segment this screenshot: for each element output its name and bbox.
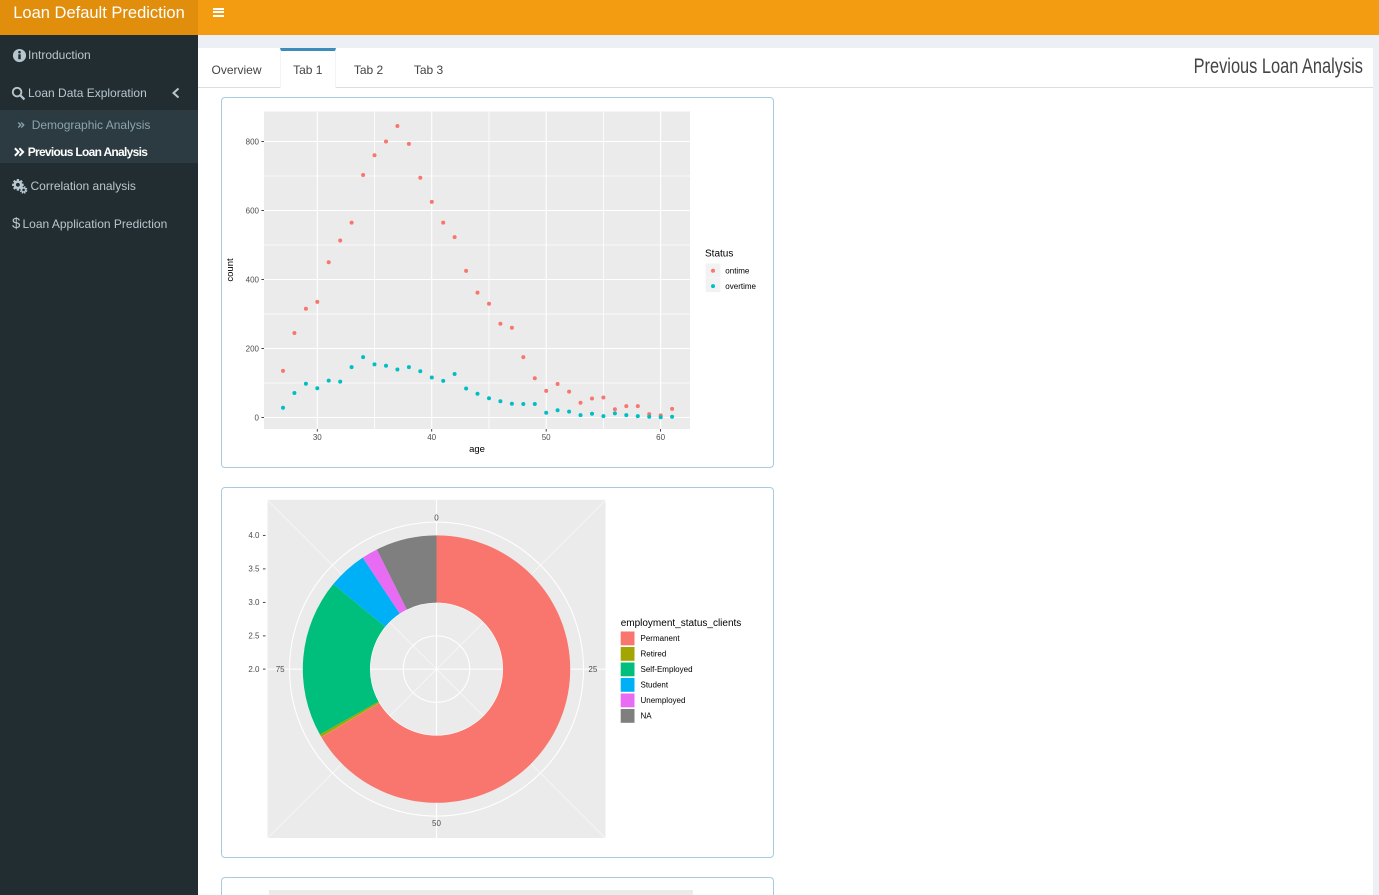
svg-text:4.0: 4.0: [248, 531, 260, 540]
svg-text:0: 0: [434, 513, 439, 522]
svg-text:Student: Student: [641, 680, 669, 689]
svg-text:Unemployed: Unemployed: [641, 696, 686, 705]
svg-text:200: 200: [246, 344, 260, 353]
svg-text:Permanent: Permanent: [641, 634, 681, 643]
svg-text:3.0: 3.0: [248, 598, 260, 607]
svg-text:count: count: [225, 258, 236, 282]
svg-text:Retired: Retired: [641, 649, 667, 658]
svg-text:employment_status_clients: employment_status_clients: [621, 618, 742, 629]
svg-text:50: 50: [542, 433, 551, 442]
svg-text:age: age: [469, 444, 485, 455]
svg-text:400: 400: [246, 275, 260, 284]
svg-text:50: 50: [432, 819, 441, 828]
svg-text:ontime: ontime: [725, 266, 750, 275]
svg-text:Status: Status: [705, 248, 733, 259]
svg-text:2.0: 2.0: [248, 664, 260, 673]
svg-text:3.5: 3.5: [248, 564, 260, 573]
svg-text:75: 75: [276, 665, 285, 674]
svg-text:25: 25: [588, 665, 597, 674]
svg-text:40: 40: [427, 433, 436, 442]
svg-text:800: 800: [246, 137, 260, 146]
svg-text:60: 60: [656, 433, 665, 442]
svg-text:600: 600: [246, 206, 260, 215]
svg-text:30: 30: [313, 433, 322, 442]
svg-text:2.5: 2.5: [248, 631, 260, 640]
svg-text:Self-Employed: Self-Employed: [641, 665, 693, 674]
svg-text:NA: NA: [641, 711, 653, 720]
svg-text:overtime: overtime: [725, 281, 756, 290]
svg-text:0: 0: [255, 413, 260, 422]
